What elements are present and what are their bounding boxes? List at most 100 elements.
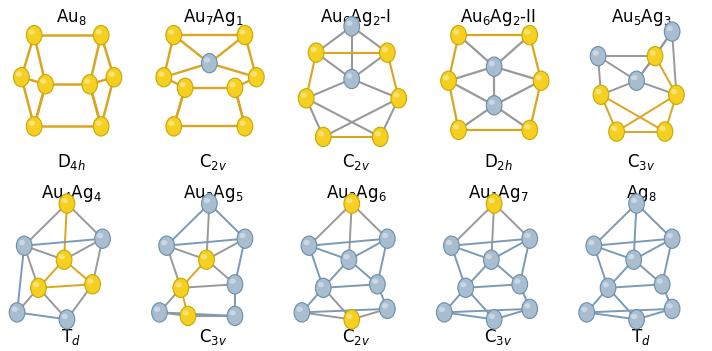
Ellipse shape: [229, 82, 236, 87]
Ellipse shape: [175, 282, 182, 287]
Ellipse shape: [59, 310, 75, 329]
Ellipse shape: [535, 75, 542, 80]
Ellipse shape: [602, 282, 609, 287]
Ellipse shape: [393, 93, 399, 98]
Ellipse shape: [379, 299, 395, 319]
Text: Au$_5$Ag$_3$: Au$_5$Ag$_3$: [610, 7, 671, 28]
Ellipse shape: [486, 57, 502, 76]
Ellipse shape: [26, 26, 42, 45]
Ellipse shape: [524, 29, 530, 35]
Ellipse shape: [654, 274, 670, 294]
Ellipse shape: [308, 43, 324, 62]
Ellipse shape: [444, 236, 459, 256]
Ellipse shape: [595, 89, 602, 94]
Text: Au$_6$Ag$_2$-II: Au$_6$Ag$_2$-II: [461, 7, 536, 28]
Ellipse shape: [229, 279, 236, 284]
Ellipse shape: [26, 117, 42, 136]
Ellipse shape: [166, 117, 182, 136]
Ellipse shape: [84, 79, 90, 84]
Ellipse shape: [227, 306, 243, 326]
Ellipse shape: [671, 89, 677, 94]
Ellipse shape: [486, 310, 502, 329]
Ellipse shape: [453, 124, 459, 130]
Ellipse shape: [204, 198, 210, 203]
Ellipse shape: [343, 254, 350, 259]
Ellipse shape: [201, 254, 207, 259]
Text: T$_d$: T$_d$: [631, 327, 651, 347]
Ellipse shape: [227, 274, 243, 294]
Text: C$_{3v}$: C$_{3v}$: [627, 152, 655, 172]
Ellipse shape: [375, 131, 381, 137]
Ellipse shape: [152, 303, 167, 322]
Ellipse shape: [522, 120, 538, 139]
Ellipse shape: [592, 51, 599, 56]
Text: C$_{2v}$: C$_{2v}$: [199, 152, 228, 172]
Ellipse shape: [626, 250, 642, 270]
Ellipse shape: [106, 67, 122, 87]
Ellipse shape: [82, 75, 98, 94]
Text: T$_d$: T$_d$: [61, 327, 81, 347]
Ellipse shape: [372, 279, 378, 284]
Text: D$_{4h}$: D$_{4h}$: [57, 152, 85, 172]
Ellipse shape: [593, 85, 609, 104]
Text: Au$_1$Ag$_7$: Au$_1$Ag$_7$: [468, 183, 529, 204]
Ellipse shape: [38, 75, 53, 94]
Ellipse shape: [95, 229, 110, 249]
Ellipse shape: [40, 79, 46, 84]
Ellipse shape: [97, 233, 103, 238]
Ellipse shape: [664, 22, 680, 41]
Text: C$_{3v}$: C$_{3v}$: [199, 327, 228, 347]
Ellipse shape: [95, 29, 102, 35]
Ellipse shape: [522, 229, 538, 249]
Ellipse shape: [344, 69, 360, 88]
Ellipse shape: [239, 233, 246, 238]
Ellipse shape: [379, 43, 395, 62]
Ellipse shape: [647, 46, 663, 66]
Ellipse shape: [344, 17, 360, 36]
Ellipse shape: [28, 121, 35, 126]
Ellipse shape: [61, 314, 68, 319]
Ellipse shape: [533, 71, 549, 90]
Ellipse shape: [590, 46, 606, 66]
Ellipse shape: [16, 236, 32, 256]
Ellipse shape: [488, 314, 495, 319]
Ellipse shape: [182, 310, 189, 316]
Ellipse shape: [460, 282, 466, 287]
Ellipse shape: [310, 47, 317, 52]
Ellipse shape: [522, 299, 538, 319]
Ellipse shape: [303, 240, 310, 245]
Ellipse shape: [31, 278, 46, 297]
Ellipse shape: [248, 67, 264, 87]
Ellipse shape: [486, 194, 502, 213]
Ellipse shape: [631, 75, 637, 80]
Text: C$_{2v}$: C$_{2v}$: [342, 327, 370, 347]
Ellipse shape: [166, 26, 182, 45]
Ellipse shape: [180, 306, 196, 326]
Ellipse shape: [85, 274, 100, 294]
Ellipse shape: [301, 236, 317, 256]
Ellipse shape: [341, 250, 357, 270]
Ellipse shape: [93, 26, 109, 45]
Ellipse shape: [237, 229, 253, 249]
Ellipse shape: [177, 78, 193, 97]
Ellipse shape: [370, 274, 385, 294]
Ellipse shape: [179, 82, 186, 87]
Ellipse shape: [19, 240, 25, 245]
Ellipse shape: [443, 75, 449, 80]
Ellipse shape: [514, 279, 520, 284]
Ellipse shape: [168, 29, 174, 35]
Ellipse shape: [346, 198, 352, 203]
Ellipse shape: [666, 233, 673, 238]
Text: Ag$_8$: Ag$_8$: [626, 183, 656, 204]
Ellipse shape: [524, 303, 530, 309]
Ellipse shape: [586, 236, 602, 256]
Ellipse shape: [237, 117, 253, 136]
Ellipse shape: [300, 93, 307, 98]
Ellipse shape: [204, 58, 210, 63]
Ellipse shape: [379, 229, 395, 249]
Ellipse shape: [298, 88, 314, 108]
Ellipse shape: [201, 54, 217, 73]
Text: D$_{2h}$: D$_{2h}$: [484, 152, 513, 172]
Ellipse shape: [628, 254, 634, 259]
Ellipse shape: [58, 254, 65, 259]
